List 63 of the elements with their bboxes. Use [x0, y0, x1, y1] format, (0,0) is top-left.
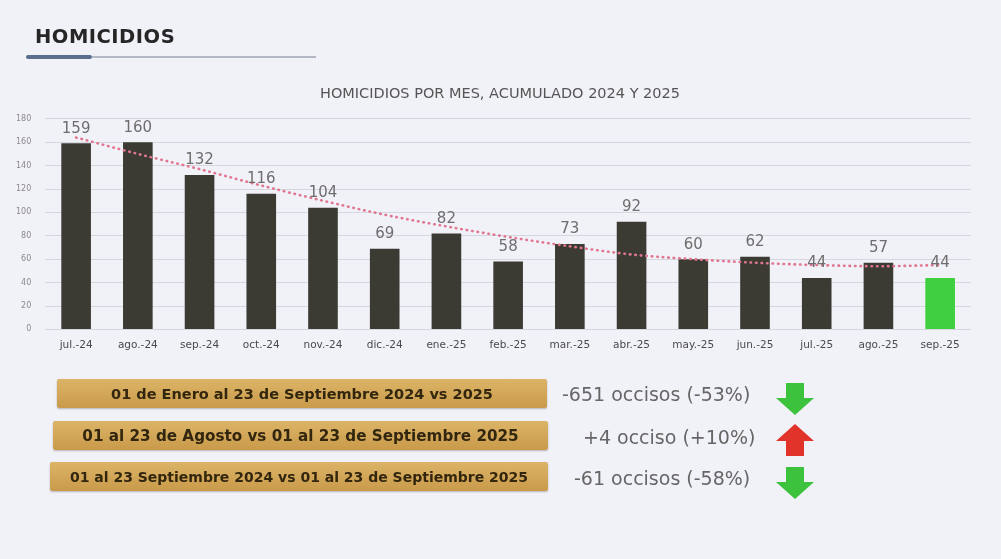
data-label: 58: [498, 236, 518, 255]
x-tick-label: may.-25: [672, 338, 715, 351]
x-tick-label: feb.-25: [489, 338, 527, 351]
y-tick-label: 20: [21, 301, 32, 311]
x-tick-label: jun.-25: [735, 338, 774, 351]
chart-subtitle: HOMICIDIOS POR MES, ACUMULADO 2024 Y 2025: [319, 85, 681, 101]
bar: [369, 248, 400, 329]
bar: [555, 243, 585, 329]
y-tick-label: 160: [15, 137, 32, 147]
y-tick-label: 0: [26, 324, 32, 334]
bar: [863, 262, 894, 329]
data-label: 160: [123, 117, 153, 136]
label-box: 01 al 23 Septiembre 2024 vs 01 al 23 de Septiembre 2025: [50, 462, 548, 491]
text: -651 occisos (-53%): [562, 383, 751, 405]
x-tick-label: nov.-24: [303, 338, 343, 351]
bar: [61, 143, 91, 329]
x-tick-label: ago.-25: [858, 338, 899, 351]
y-tick-label: 80: [21, 230, 32, 240]
data-label: 57: [868, 238, 888, 257]
y-tick-label: 140: [15, 160, 32, 170]
data-label: 159: [61, 118, 91, 137]
data-label: 73: [560, 219, 580, 238]
y-tick-label: 180: [15, 113, 32, 123]
bar: [616, 221, 647, 329]
bar: [801, 277, 832, 329]
bar: [431, 233, 462, 329]
data-label: 69: [375, 224, 395, 243]
x-tick-label: jul.-24: [58, 338, 93, 351]
x-tick-label: dic.-24: [366, 338, 403, 351]
label-box: 01 de Enero al 23 de Septiembre 2024 vs 2025: [57, 379, 547, 408]
bar: [740, 256, 770, 329]
x-tick-label: ene.-25: [426, 338, 467, 351]
bar: [246, 193, 277, 329]
bar: [925, 277, 955, 329]
y-tick-label: 40: [21, 277, 32, 287]
x-tick-label: mar.-25: [549, 338, 591, 351]
chart-title: HOMICIDIOS: [35, 25, 176, 48]
bar: [123, 142, 153, 329]
data-label: 82: [436, 208, 456, 227]
data-label: 44: [807, 253, 827, 272]
data-label: 132: [185, 150, 214, 169]
x-tick-label: oct.-24: [242, 338, 280, 351]
data-label: 62: [745, 232, 765, 251]
y-tick-label: 120: [15, 184, 32, 194]
data-label: 116: [246, 169, 276, 188]
data-label: 92: [622, 197, 642, 216]
x-tick-label: ago.-24: [117, 338, 159, 351]
x-tick-label: sep.-25: [920, 338, 960, 351]
x-tick-label: jul.-25: [799, 338, 834, 351]
bar: [308, 207, 338, 329]
data-label: 60: [683, 234, 703, 253]
bar: [493, 261, 523, 329]
data-label: 44: [930, 253, 950, 272]
y-tick-label: 100: [15, 207, 32, 217]
x-tick-label: abr.-25: [613, 338, 651, 351]
text: +4 occiso (+10%): [583, 426, 756, 448]
bar: [678, 259, 709, 329]
bar: [184, 174, 215, 329]
text: -61 occisos (-58%): [574, 467, 751, 489]
label-box: 01 al 23 de Agosto vs 01 al 23 de Septiembre 2025: [53, 421, 548, 450]
data-label: 104: [308, 183, 338, 202]
y-tick-label: 60: [21, 254, 32, 264]
x-tick-label: sep.-24: [180, 338, 220, 351]
